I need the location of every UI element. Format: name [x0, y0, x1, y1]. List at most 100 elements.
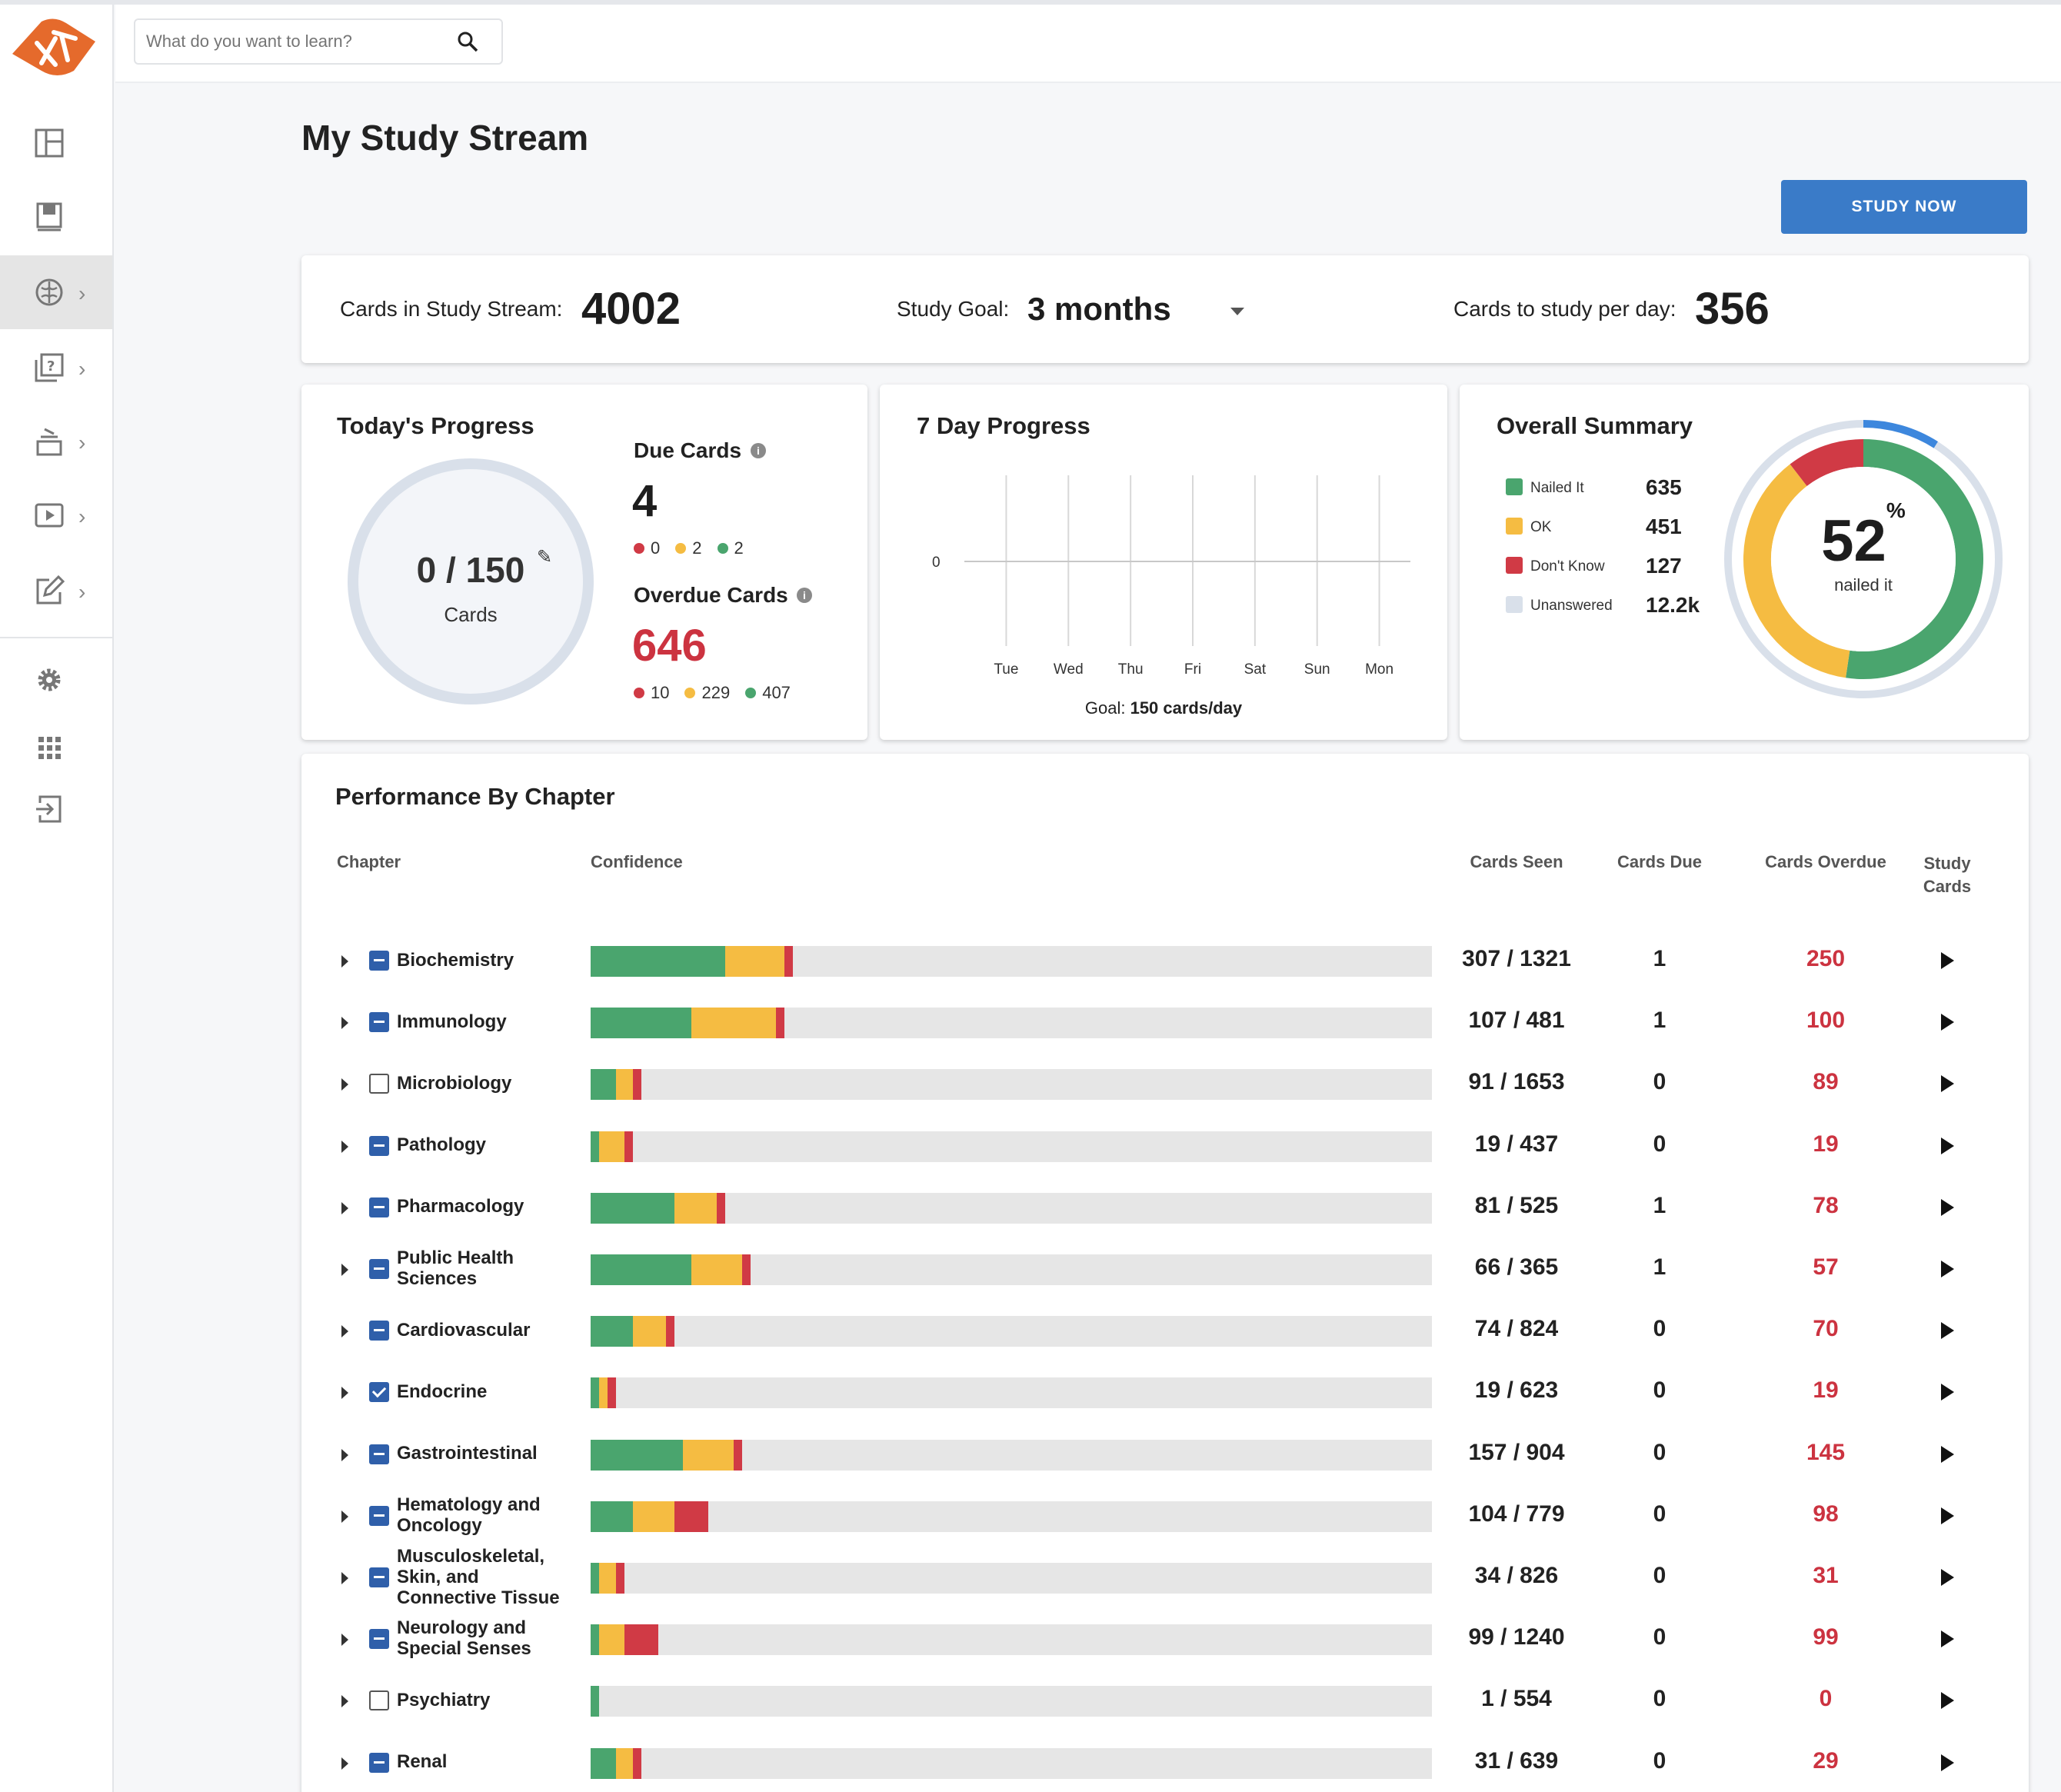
chapter-checkbox[interactable]: [369, 1505, 389, 1526]
nav-settings[interactable]: [0, 643, 112, 717]
play-icon[interactable]: [1941, 952, 1954, 969]
nav-decks[interactable]: ›: [0, 405, 112, 478]
play-icon[interactable]: [1941, 1754, 1954, 1771]
dashboard-icon: [35, 128, 64, 158]
expand-caret-icon[interactable]: [341, 1017, 348, 1030]
header-study-cards: Study Cards: [1909, 852, 1986, 898]
header-cards-overdue[interactable]: Cards Overdue: [1765, 852, 1886, 871]
study-goal-label: Study Goal:: [897, 297, 1010, 321]
expand-caret-icon[interactable]: [341, 1695, 348, 1708]
confidence-green: [591, 1069, 616, 1101]
play-icon[interactable]: [1941, 1507, 1954, 1524]
expand-caret-icon[interactable]: [341, 955, 348, 968]
study-goal-select[interactable]: 3 months: [1027, 291, 1171, 327]
chapter-checkbox[interactable]: [369, 1074, 389, 1094]
table-row: Hematology and Oncology 104 / 779 0 98: [301, 1484, 2029, 1546]
table-row: Neurology and Special Senses 99 / 1240 0 99: [301, 1607, 2029, 1669]
nav-videos[interactable]: ›: [0, 478, 112, 552]
play-icon[interactable]: [1941, 1445, 1954, 1463]
confidence-green: [591, 1254, 692, 1285]
expand-caret-icon[interactable]: [341, 1140, 348, 1153]
chevron-right-icon: ›: [78, 281, 86, 305]
expand-caret-icon[interactable]: [341, 1078, 348, 1091]
confidence-yellow: [683, 1439, 734, 1471]
confidence-yellow: [615, 1747, 633, 1779]
todays-progress-title: Today's Progress: [337, 412, 534, 439]
nav-library[interactable]: [0, 180, 112, 254]
info-icon[interactable]: i: [797, 588, 812, 603]
expand-caret-icon[interactable]: [341, 1264, 348, 1276]
header-cards-seen[interactable]: Cards Seen: [1470, 852, 1563, 871]
chapter-checkbox[interactable]: [369, 1197, 389, 1217]
expand-caret-icon[interactable]: [341, 1572, 348, 1584]
app-logo[interactable]: [11, 15, 97, 78]
legend-label: Unanswered: [1530, 598, 1613, 614]
play-icon[interactable]: [1941, 1261, 1954, 1277]
chevron-right-icon: ›: [78, 431, 86, 455]
confidence-green: [591, 1686, 599, 1717]
header-chapter[interactable]: Chapter: [337, 852, 401, 871]
due-green-count: 2: [734, 538, 744, 558]
chapter-checkbox[interactable]: [369, 1259, 389, 1279]
nav-study-stream[interactable]: ›: [0, 255, 112, 329]
play-icon[interactable]: [1941, 1569, 1954, 1586]
chapter-checkbox[interactable]: [369, 1135, 389, 1156]
chapter-checkbox[interactable]: [369, 1752, 389, 1773]
chapter-checkbox[interactable]: [369, 1444, 389, 1464]
nav-questions[interactable]: ? ›: [0, 331, 112, 405]
expand-caret-icon[interactable]: [341, 1201, 348, 1214]
gear-icon: [38, 668, 61, 691]
top-bar: [115, 5, 2061, 83]
due-cards-value: 4: [632, 476, 658, 526]
play-icon[interactable]: [1941, 1384, 1954, 1401]
expand-caret-icon[interactable]: [341, 1757, 348, 1770]
chapter-checkbox[interactable]: [369, 1690, 389, 1711]
chapter-checkbox[interactable]: [369, 1012, 389, 1033]
expand-caret-icon[interactable]: [341, 1634, 348, 1647]
confidence-red: [624, 1131, 633, 1162]
play-icon[interactable]: [1941, 1198, 1954, 1216]
chapter-checkbox[interactable]: [369, 1382, 389, 1403]
expand-caret-icon[interactable]: [341, 1510, 348, 1523]
play-icon[interactable]: [1941, 1322, 1954, 1340]
study-now-button[interactable]: STUDY NOW: [1781, 180, 2027, 234]
chapter-checkbox[interactable]: [369, 951, 389, 971]
table-row: Biochemistry 307 / 1321 1 250: [301, 929, 2029, 991]
expand-caret-icon[interactable]: [341, 1448, 348, 1461]
chapter-checkbox[interactable]: [369, 1629, 389, 1650]
nav-notes[interactable]: ›: [0, 554, 112, 628]
confidence-red: [607, 1377, 616, 1409]
pencil-icon[interactable]: ✎: [537, 547, 553, 568]
header-cards-due[interactable]: Cards Due: [1617, 852, 1703, 871]
expand-caret-icon[interactable]: [341, 1325, 348, 1338]
play-icon[interactable]: [1941, 1630, 1954, 1648]
chapter-name: Microbiology: [397, 1072, 512, 1094]
cards-due: 0: [1653, 1316, 1666, 1342]
cards-overdue: 89: [1813, 1069, 1839, 1095]
cards-seen: 74 / 824: [1474, 1316, 1559, 1342]
logout-icon: [36, 795, 62, 823]
info-icon[interactable]: i: [751, 443, 766, 458]
caret-down-icon[interactable]: [1230, 308, 1244, 315]
cards-due: 0: [1653, 1747, 1666, 1774]
nav-dashboard[interactable]: [0, 106, 112, 180]
chapter-checkbox[interactable]: [369, 1321, 389, 1341]
legend-swatch: [1506, 557, 1523, 574]
expand-caret-icon[interactable]: [341, 1387, 348, 1400]
play-icon[interactable]: [1941, 1014, 1954, 1031]
header-confidence[interactable]: Confidence: [591, 852, 683, 871]
x-tick-label: Thu: [1118, 661, 1144, 678]
sidebar: › ? › › › ›: [0, 5, 114, 1792]
play-icon[interactable]: [1941, 1692, 1954, 1710]
chapter-checkbox[interactable]: [369, 1567, 389, 1587]
overall-summary-card: Overall Summary Nailed It 635 OK 451 Don't K…: [1460, 385, 2029, 740]
nav-logout[interactable]: [0, 772, 112, 846]
donut-ok-segment: [1743, 464, 1850, 678]
play-icon[interactable]: [1941, 1075, 1954, 1093]
play-icon[interactable]: [1941, 1137, 1954, 1154]
nav-apps[interactable]: [0, 711, 112, 784]
cards-seen: 157 / 904: [1468, 1439, 1565, 1465]
search-input[interactable]: [146, 28, 446, 55]
search-icon[interactable]: [455, 29, 481, 55]
cards-due: 1: [1653, 1008, 1666, 1034]
